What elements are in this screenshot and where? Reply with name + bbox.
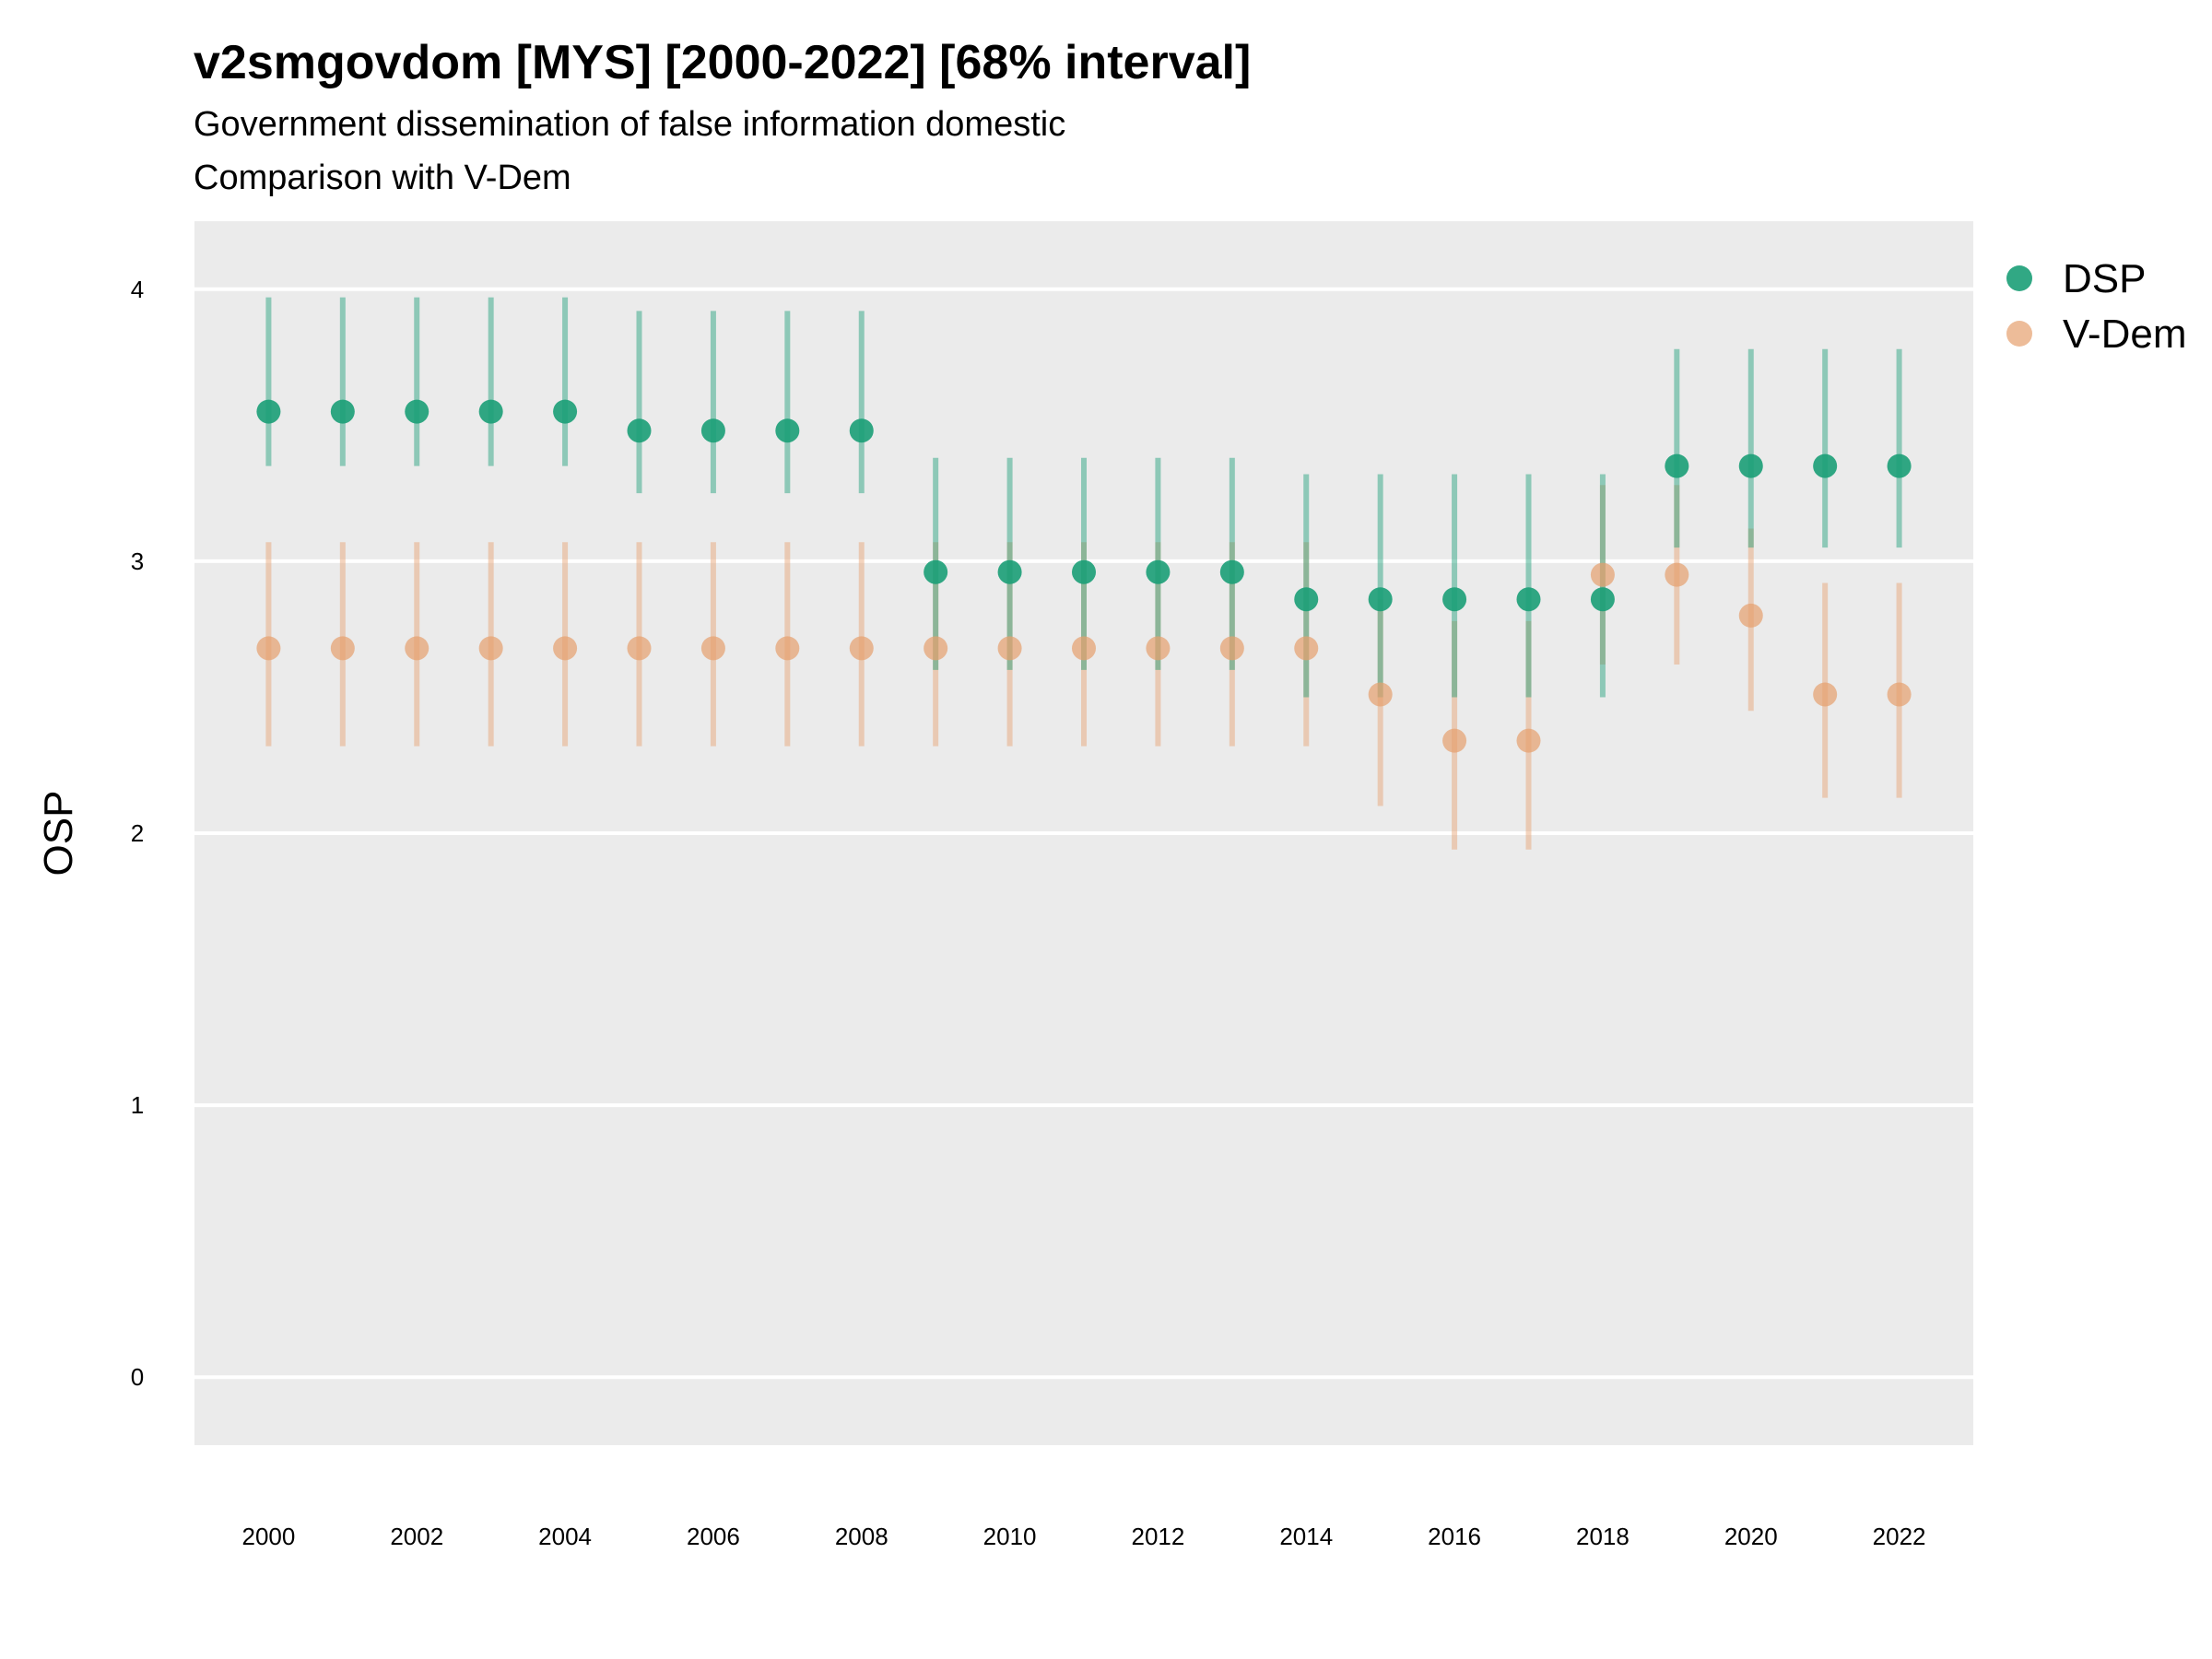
dsp-point-2006 <box>700 418 725 443</box>
legend-label-dsp: DSP <box>2063 256 2146 301</box>
dsp-point-2014 <box>1294 587 1319 612</box>
vdem-point-2021 <box>1813 682 1838 707</box>
x-tick-label: 2008 <box>835 1523 888 1550</box>
dsp-point-2021 <box>1813 453 1838 478</box>
dsp-point-2004 <box>553 399 578 424</box>
chart-title: v2smgovdom [MYS] [2000-2022] [68% interv… <box>194 36 1252 89</box>
vdem-point-2015 <box>1368 682 1393 707</box>
dsp-point-2002 <box>405 399 429 424</box>
dsp-point-2008 <box>849 418 874 443</box>
vdem-point-2014 <box>1294 636 1319 661</box>
legend-key-vdem <box>2006 321 2032 347</box>
vdem-point-2016 <box>1442 728 1467 753</box>
x-tick-label: 2002 <box>390 1523 443 1550</box>
y-tick-label: 4 <box>131 276 144 303</box>
legend: DSP V-Dem <box>2006 256 2186 357</box>
vdem-point-2002 <box>405 636 429 661</box>
dsp-point-2015 <box>1368 587 1393 612</box>
dsp-point-2005 <box>627 418 652 443</box>
dsp-point-2007 <box>775 418 800 443</box>
x-axis-ticks: 2000 2002 2004 2006 2008 2010 2012 2014 2016 2018… <box>241 1523 1925 1550</box>
vdem-point-2017 <box>1516 728 1541 753</box>
dsp-point-2003 <box>478 399 503 424</box>
y-tick-label: 0 <box>131 1363 144 1391</box>
vdem-point-2020 <box>1738 603 1763 628</box>
x-tick-label: 2000 <box>241 1523 295 1550</box>
dsp-point-2017 <box>1516 587 1541 612</box>
x-tick-label: 2014 <box>1279 1523 1333 1550</box>
x-tick-label: 2006 <box>687 1523 740 1550</box>
x-tick-label: 2004 <box>538 1523 592 1550</box>
x-tick-label: 2012 <box>1131 1523 1184 1550</box>
dsp-point-2001 <box>330 399 355 424</box>
legend-key-dsp <box>2006 265 2032 291</box>
vdem-point-2012 <box>1146 636 1171 661</box>
dsp-point-2010 <box>997 559 1022 584</box>
vdem-point-2010 <box>997 636 1022 661</box>
x-tick-label: 2018 <box>1576 1523 1630 1550</box>
x-tick-label: 2016 <box>1428 1523 1481 1550</box>
dsp-point-2020 <box>1738 453 1763 478</box>
dsp-point-2000 <box>256 399 281 424</box>
dsp-point-2012 <box>1146 559 1171 584</box>
y-tick-label: 3 <box>131 547 144 575</box>
vdem-point-2007 <box>775 636 800 661</box>
vdem-point-2022 <box>1887 682 1912 707</box>
vdem-point-2018 <box>1590 562 1615 587</box>
vdem-point-2003 <box>478 636 503 661</box>
dsp-point-2018 <box>1590 587 1615 612</box>
dsp-point-2013 <box>1219 559 1244 584</box>
vdem-point-2001 <box>330 636 355 661</box>
vdem-point-2004 <box>553 636 578 661</box>
y-tick-label: 2 <box>131 819 144 847</box>
vdem-point-2013 <box>1219 636 1244 661</box>
dsp-point-2011 <box>1072 559 1096 584</box>
chart-caption: Comparison with V-Dem <box>194 159 571 197</box>
dsp-point-2016 <box>1442 587 1467 612</box>
y-tick-label: 1 <box>131 1091 144 1119</box>
legend-label-vdem: V-Dem <box>2063 312 2186 357</box>
chart-subtitle: Government dissemination of false inform… <box>194 105 1066 144</box>
vdem-point-2011 <box>1072 636 1096 661</box>
dsp-point-2019 <box>1665 453 1689 478</box>
vdem-point-2019 <box>1665 562 1689 587</box>
vdem-point-2009 <box>924 636 948 661</box>
x-tick-label: 2022 <box>1873 1523 1926 1550</box>
dsp-point-2009 <box>924 559 948 584</box>
y-axis-title: OSP <box>36 791 81 877</box>
x-tick-label: 2020 <box>1724 1523 1778 1550</box>
x-tick-label: 2010 <box>983 1523 1037 1550</box>
vdem-point-2008 <box>849 636 874 661</box>
dsp-point-2022 <box>1887 453 1912 478</box>
vdem-point-2005 <box>627 636 652 661</box>
vdem-point-2000 <box>256 636 281 661</box>
vdem-point-2006 <box>700 636 725 661</box>
y-axis-ticks: 0 1 2 3 4 <box>131 276 144 1391</box>
data-marks <box>256 297 1912 850</box>
